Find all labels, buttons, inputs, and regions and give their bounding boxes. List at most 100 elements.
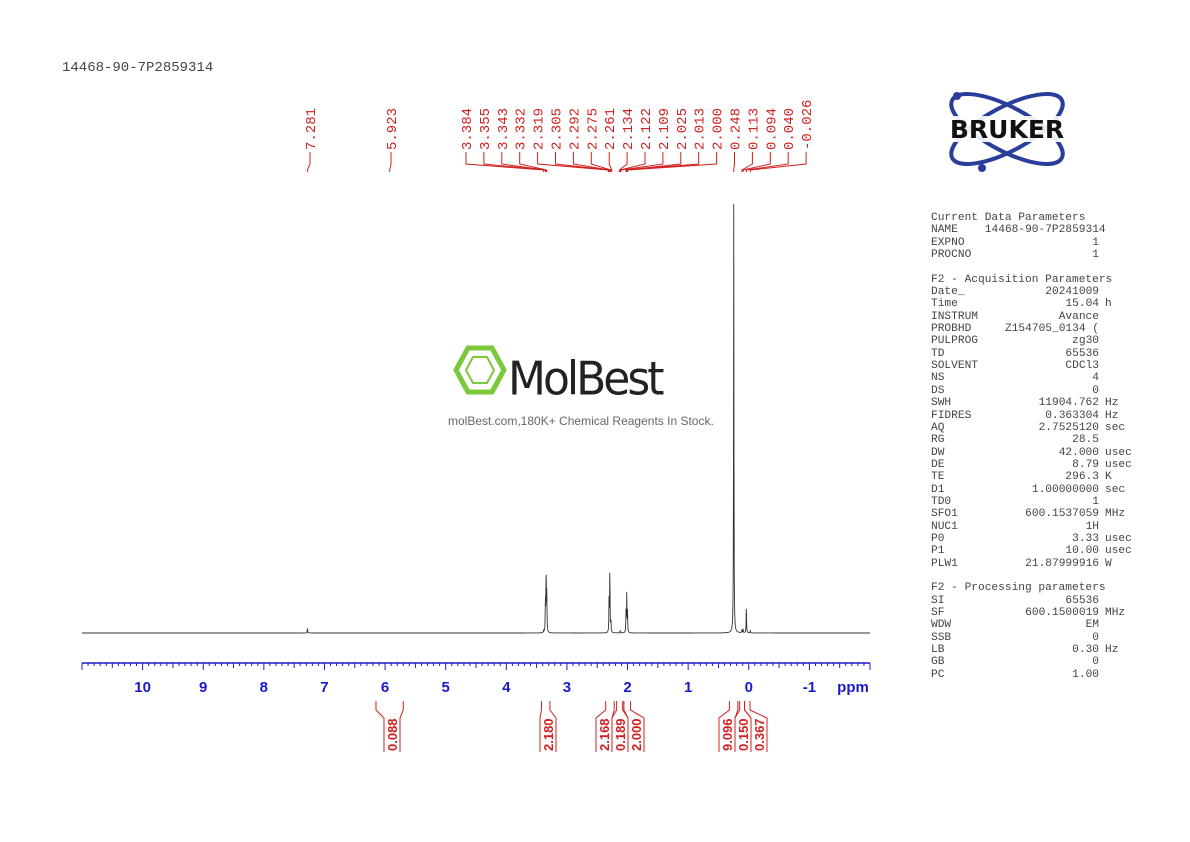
integral-value: 0.367: [752, 718, 767, 751]
peak-label-text: 0.113: [746, 108, 762, 150]
peak-label-text: 2.013: [693, 108, 709, 150]
peak-label-text: 2.109: [657, 108, 673, 150]
peak-label: 2.319: [532, 108, 609, 172]
peak-label-connector: [483, 152, 546, 172]
param-p0: P0 3.33 usec: [931, 532, 1132, 545]
x-tick-label: 3: [563, 679, 571, 696]
param-lb: LB 0.30 Hz: [931, 644, 1119, 657]
peak-label-connector: [501, 152, 547, 172]
svg-text:BRUKER: BRUKER: [950, 115, 1064, 144]
integral-bracket-left: [718, 701, 730, 752]
peak-label: 2.292: [567, 108, 611, 172]
peak-label-text: 2.025: [675, 108, 691, 150]
integral-bracket-right: [399, 701, 404, 752]
integral-bracket-left: [539, 701, 542, 752]
integral-value: 2.168: [597, 718, 612, 751]
peak-label-connector: [537, 152, 609, 172]
peak-label-text: 7.281: [304, 108, 320, 150]
x-tick-label: 8: [260, 679, 268, 696]
integral-value: 2.180: [541, 718, 556, 751]
integral-bracket-left: [623, 701, 629, 752]
integral-bracket-left: [595, 701, 607, 752]
integral-region: 0.088: [375, 701, 404, 752]
param-te: TE 296.3 K: [931, 471, 1112, 484]
param-de: DE 8.79 usec: [931, 458, 1132, 471]
integral-value: 0.189: [613, 718, 628, 751]
param-p1: P1 10.00 usec: [931, 545, 1132, 558]
peak-label-connector: [745, 152, 789, 172]
peak-labels: 7.281 5.923 3.384 3.355 3.343 3.332 2.319 2.305…: [304, 100, 816, 172]
param-ds: DS 0: [931, 384, 1099, 397]
integral-value: 9.096: [720, 718, 735, 751]
parameter-panel: Current Data Parameters NAME 14468-90-7P28…: [931, 212, 1141, 681]
processing-params-title: F2 - Processing parameters: [931, 582, 1106, 595]
peak-label-connector: [306, 152, 311, 172]
bruker-logo: BRUKER: [924, 92, 1090, 172]
x-tick-label: 10: [134, 679, 151, 696]
param-fidres: FIDRES 0.363304 Hz: [931, 409, 1119, 422]
integral-value: 2.000: [629, 718, 644, 751]
peak-label-connector: [572, 152, 611, 172]
param-swh: SWH 11904.762 Hz: [931, 397, 1119, 410]
peak-label: 0.040: [745, 108, 798, 172]
integral-bracket-left: [744, 701, 752, 752]
peak-label: 0.113: [741, 108, 762, 172]
integral-value: 0.150: [736, 718, 751, 751]
peak-label: 3.332: [514, 108, 548, 172]
integral-bracket-left: [375, 701, 385, 752]
param-expno: EXPNO 1: [931, 236, 1099, 249]
peak-label: 7.281: [304, 108, 320, 172]
peak-label: 2.000: [627, 108, 727, 172]
x-axis: 10 9 8 7 6 5 4 3 2 1 0 -1 ppm: [81, 662, 871, 696]
param-pulprog: PULPROG zg30: [931, 335, 1099, 348]
spectrum-line: [82, 203, 870, 634]
peak-label-text: 2.305: [550, 108, 566, 150]
peak-label: 2.305: [550, 108, 610, 172]
peak-label-text: 2.134: [621, 108, 637, 150]
param-plw1: PLW1 21.87999916 W: [931, 557, 1112, 570]
peak-label-connector: [749, 152, 807, 172]
peak-label: 2.025: [625, 108, 691, 172]
peak-label-connector: [733, 152, 735, 172]
peak-label: 2.261: [603, 108, 619, 172]
peak-label-text: 0.248: [729, 108, 745, 150]
peak-label-text: 3.384: [460, 108, 476, 150]
peak-label-connector: [519, 152, 548, 172]
peak-label-connector: [742, 152, 771, 172]
integral-region: 0.367: [744, 701, 768, 752]
param-date: Date_ 20241009: [931, 286, 1099, 299]
peak-label: -0.026: [749, 100, 816, 172]
integral-region: 2.180: [539, 701, 557, 752]
current-params-title: Current Data Parameters: [931, 212, 1086, 224]
peak-label: 3.355: [478, 108, 546, 172]
peak-label-text: 2.275: [585, 108, 601, 150]
integral-bracket-left: [734, 701, 741, 752]
param-time: Time 15.04 h: [931, 298, 1112, 311]
param-d1: D1 1.00000000 sec: [931, 483, 1126, 496]
peak-label-connector: [465, 152, 545, 172]
peak-label-text: 3.343: [496, 108, 512, 150]
peak-label-text: 2.319: [532, 108, 548, 150]
integrals: 0.088 2.180 2.168 0.189 2.000 9.096 0.150 0.367: [375, 701, 768, 752]
peak-label: 3.343: [496, 108, 547, 172]
watermark-tagline: molBest.com,180K+ Chemical Reagents In S…: [448, 414, 714, 428]
param-si: SI 65536: [931, 594, 1099, 607]
param-nuc1: NUC1 1H: [931, 520, 1099, 533]
peak-label-text: 0.094: [764, 108, 780, 150]
param-sf: SF 600.1500019 MHz: [931, 607, 1126, 619]
param-pc: PC 1.00: [931, 668, 1099, 681]
peak-label-connector: [555, 152, 610, 172]
peak-label-connector: [608, 152, 613, 172]
integral-bracket-right: [549, 701, 557, 752]
peak-label-text: 2.122: [639, 108, 655, 150]
integral-bracket-right: [630, 701, 645, 752]
peak-label-text: 3.355: [478, 108, 494, 150]
param-rg: RG 28.5: [931, 434, 1099, 447]
param-sfo1: SFO1 600.1537059 MHz: [931, 508, 1126, 521]
acquisition-params-title: F2 - Acquisition Parameters: [931, 273, 1113, 286]
param-wdw: WDW EM: [931, 619, 1099, 632]
peak-label: 0.094: [742, 108, 780, 172]
molbest-watermark: MolBest: [448, 342, 748, 407]
